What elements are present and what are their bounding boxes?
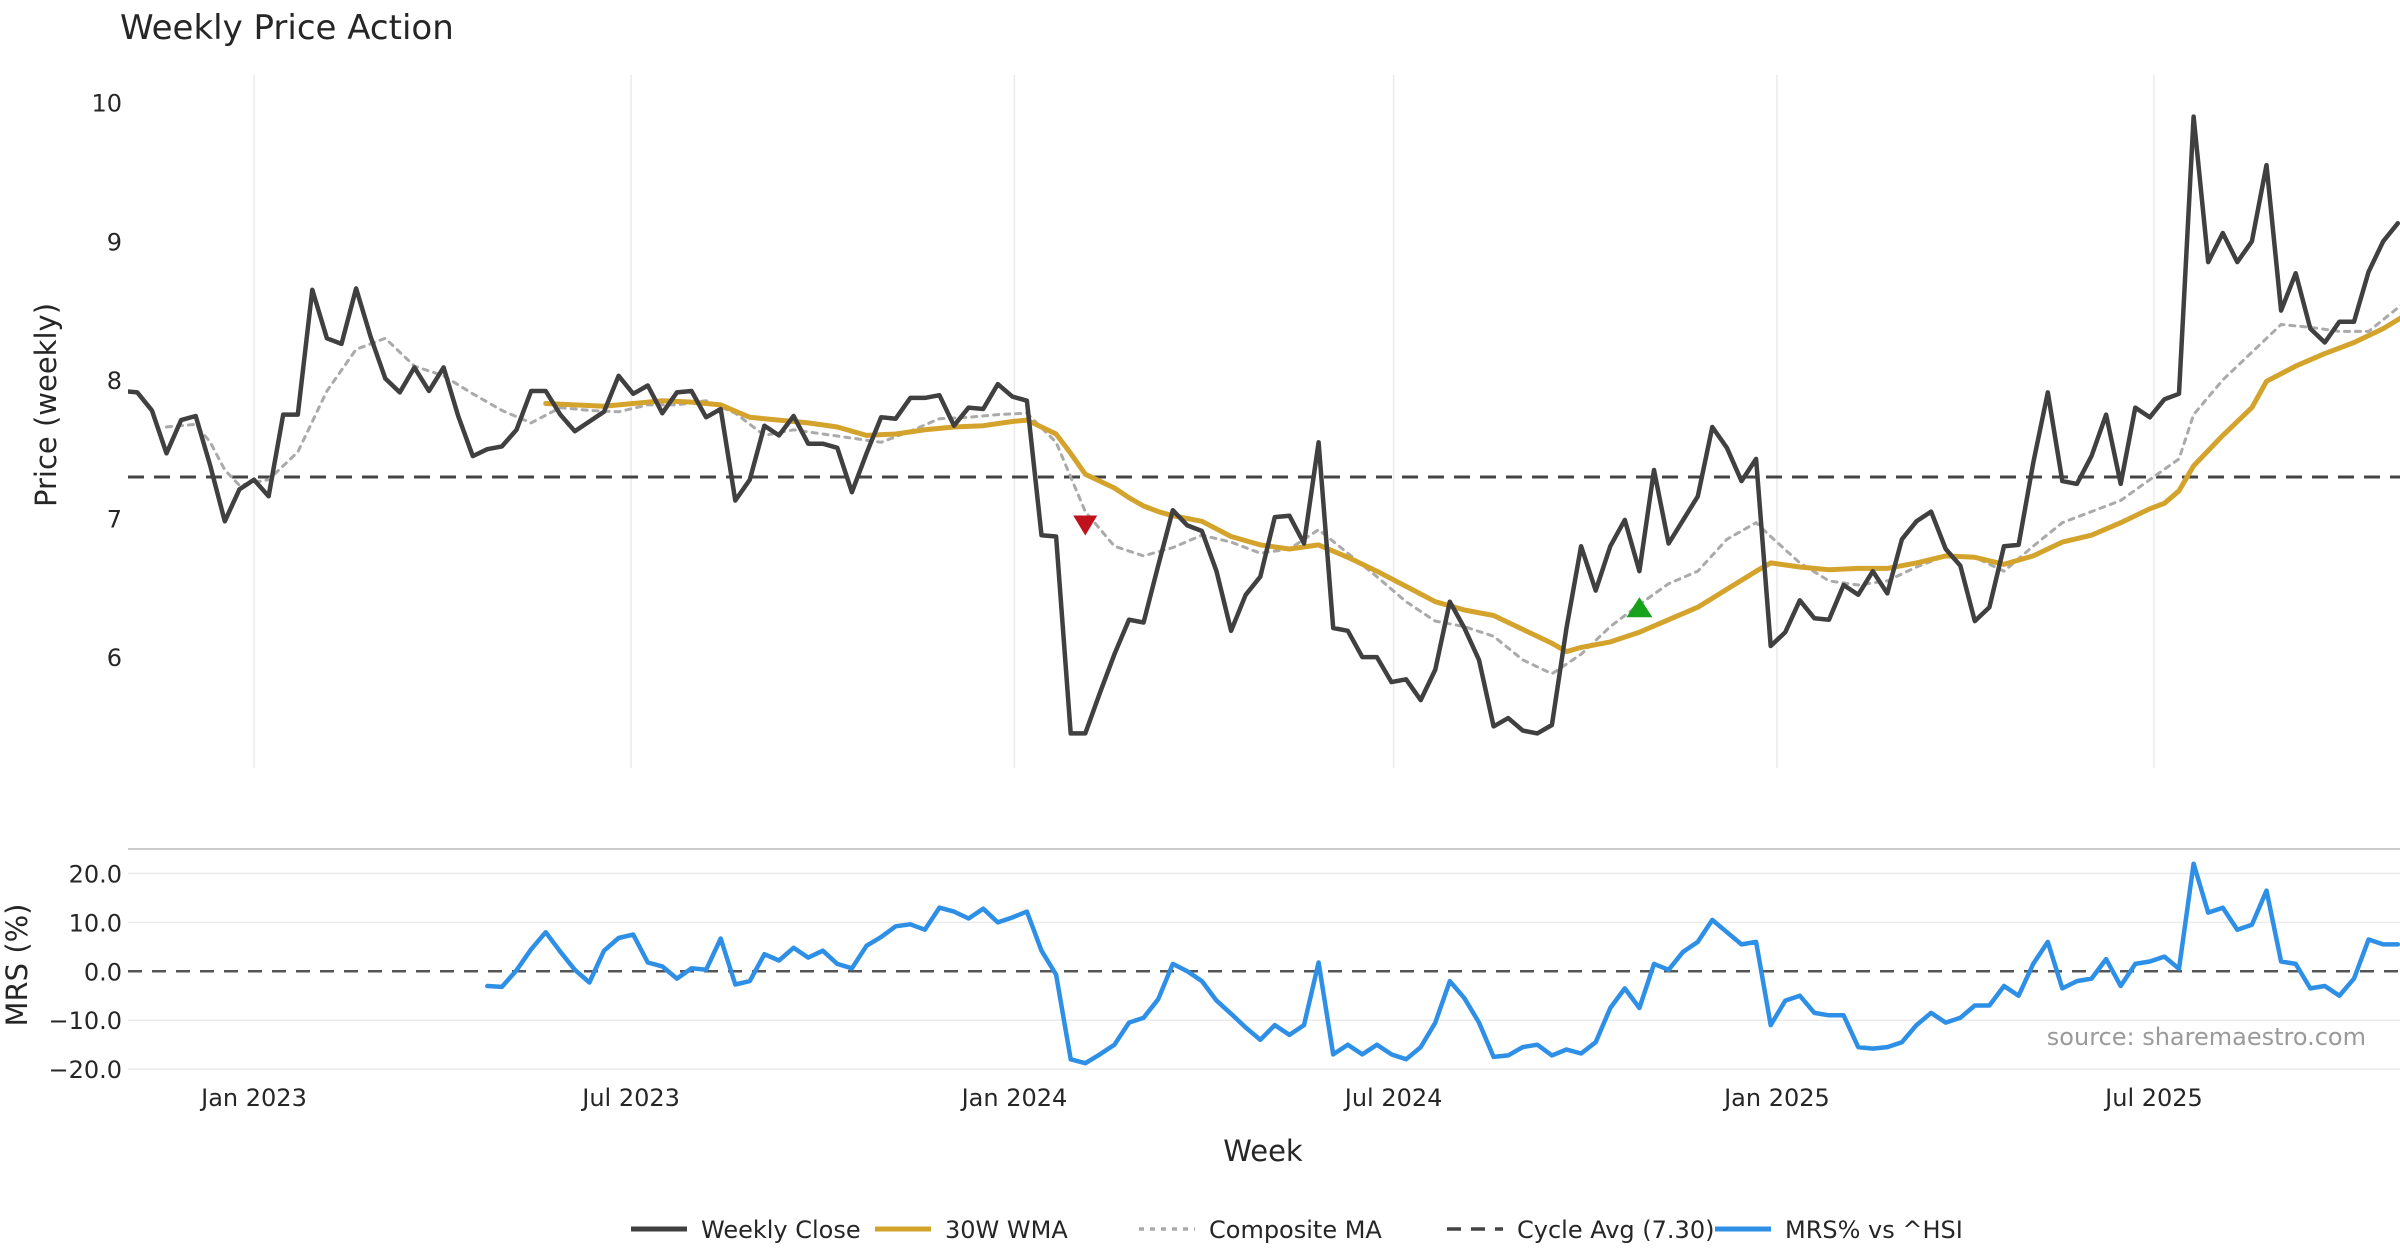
legend-item-mrs-vs-hsi: MRS% vs ^HSI	[1715, 1216, 1963, 1244]
price-panel: 6 7 8 9 10 Price (weekly)	[29, 75, 2400, 768]
price-y-tick-label: 7	[107, 506, 122, 534]
chart-title: Weekly Price Action	[120, 8, 454, 48]
legend-label: Composite MA	[1209, 1216, 1382, 1244]
legend-item-weekly-close: Weekly Close	[631, 1216, 861, 1244]
mrs-series	[485, 861, 2400, 1066]
series-line-mrs-vs-hsi	[485, 861, 2400, 1066]
signal-markers	[1073, 515, 1653, 618]
price-y-tick-label: 6	[107, 644, 122, 672]
mrs-y-tick-label: −20.0	[48, 1056, 122, 1084]
x-tick-label: Jan 2023	[199, 1084, 307, 1112]
mrs-y-tick-label: 0.0	[84, 958, 122, 986]
x-axis-label: Week	[1223, 1134, 1303, 1168]
mrs-panel: 20.0 10.0 0.0 −10.0 −20.0 MRS (%) source: sh…	[0, 848, 2400, 1084]
price-y-tick-label: 8	[107, 367, 122, 395]
legend: Weekly Close 30W WMA Composite MA Cycle Avg…	[631, 1216, 1963, 1244]
x-tick-label: Jan 2024	[960, 1084, 1068, 1112]
price-series	[128, 114, 2400, 736]
mrs-grid	[128, 872, 2400, 1070]
x-tick-label: Jan 2025	[1722, 1084, 1830, 1112]
mrs-y-axis: 20.0 10.0 0.0 −10.0 −20.0	[48, 860, 122, 1084]
mrs-y-tick-label: 20.0	[69, 860, 122, 888]
legend-label: Weekly Close	[701, 1216, 861, 1244]
price-y-tick-label: 9	[107, 228, 122, 256]
legend-item-cycle-avg-7-30: Cycle Avg (7.30)	[1447, 1216, 1714, 1244]
x-tick-label: Jul 2023	[580, 1084, 680, 1112]
series-line-weekly-close	[128, 114, 2400, 736]
x-tick-label: Jul 2025	[2103, 1084, 2203, 1112]
mrs-y-axis-label: MRS (%)	[0, 904, 34, 1027]
source-annotation: source: sharemaestro.com	[2047, 1023, 2366, 1051]
x-axis: Jan 2023 Jul 2023 Jan 2024 Jul 2024 Jan 2025…	[199, 1084, 2203, 1112]
buy-signal-marker	[1626, 597, 1653, 618]
series-line-composite-ma	[165, 304, 2400, 676]
x-tick-label: Jul 2024	[1343, 1084, 1443, 1112]
legend-label: 30W WMA	[945, 1216, 1068, 1244]
price-y-axis: 6 7 8 9 10	[91, 90, 122, 672]
price-y-tick-label: 10	[91, 90, 122, 118]
legend-item-composite-ma: Composite MA	[1139, 1216, 1382, 1244]
sell-signal-marker	[1073, 515, 1098, 536]
legend-label: MRS% vs ^HSI	[1785, 1216, 1963, 1244]
mrs-y-tick-label: 10.0	[69, 909, 122, 937]
legend-item-30w-wma: 30W WMA	[875, 1216, 1068, 1244]
legend-label: Cycle Avg (7.30)	[1517, 1216, 1714, 1244]
price-y-axis-label: Price (weekly)	[29, 303, 63, 507]
mrs-y-tick-label: −10.0	[48, 1007, 122, 1035]
